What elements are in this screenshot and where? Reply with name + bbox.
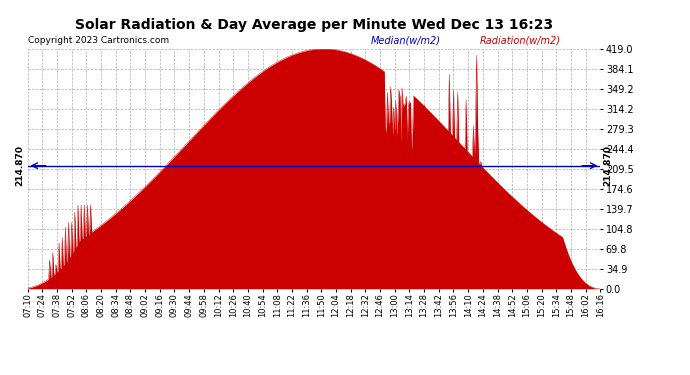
Text: 214.870: 214.870 — [16, 145, 25, 186]
Title: Solar Radiation & Day Average per Minute Wed Dec 13 16:23: Solar Radiation & Day Average per Minute… — [75, 18, 553, 32]
Text: 214.870: 214.870 — [603, 145, 612, 186]
Text: Radiation(w/m2): Radiation(w/m2) — [480, 36, 561, 45]
Text: Copyright 2023 Cartronics.com: Copyright 2023 Cartronics.com — [28, 36, 169, 45]
Text: Median(w/m2): Median(w/m2) — [371, 36, 441, 45]
